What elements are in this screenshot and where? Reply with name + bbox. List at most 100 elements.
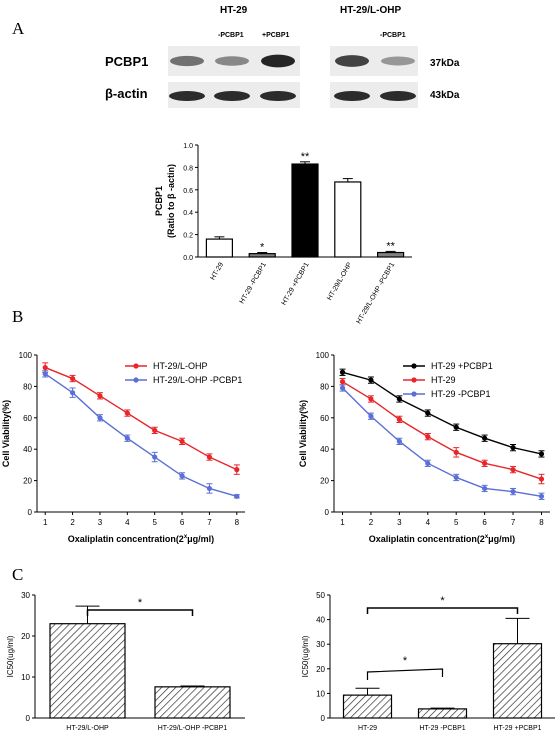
data-point-b xyxy=(482,435,488,441)
bar-c xyxy=(49,623,126,719)
x-axis-label-b: Oxaliplatin concentration(2xμg/ml) xyxy=(68,534,214,544)
data-point-b xyxy=(339,385,346,391)
blot-bands xyxy=(169,54,416,101)
pcbp1-band xyxy=(170,55,204,67)
actin-band xyxy=(260,91,296,101)
category-label-a: HT-29/L-OHP xyxy=(326,261,353,302)
data-point-b xyxy=(152,427,158,433)
viability-line-chart-right: 0 20 40 60 80 100 1 2 3 4 5 6 7 8 Cell Viability(%) Oxa… xyxy=(298,351,550,544)
data-point-b xyxy=(510,445,516,451)
data-point-b xyxy=(538,476,545,482)
blot-lane-minus-2: -PCBP1 xyxy=(380,32,406,39)
series-line-b xyxy=(342,387,542,497)
significance-mark-a: ** xyxy=(301,151,310,163)
data-point-b xyxy=(368,413,374,419)
ic50-bar-chart-left: 0 10 20 30 IC50(ug/ml) HT-29/L-OHP HT-29/L-OHP… xyxy=(6,591,245,732)
ic50-bar-chart-right: 0 10 20 30 40 50 IC50(ug/ml) HT-29 HT-29 -PCBP1 H… xyxy=(301,591,555,732)
category-label-a: HT-29 xyxy=(210,261,226,281)
blot-kda-43: 43kDa xyxy=(430,90,460,101)
blot-row-pcbp1-label: PCBP1 xyxy=(105,54,148,69)
actin-band xyxy=(169,91,205,101)
significance-bracket-c-inner xyxy=(366,668,444,680)
data-point-b xyxy=(396,396,402,402)
blot-lane-plus-1: +PCBP1 xyxy=(262,32,290,39)
bar-a xyxy=(334,181,362,258)
y-axis-label-c: IC50(ug/ml) xyxy=(6,635,15,677)
y-tick-label-b: 40 xyxy=(320,445,329,454)
legend-marker-b xyxy=(411,363,417,369)
category-label-c: HT-29 +PCBP1 xyxy=(493,725,541,732)
legend-marker-b xyxy=(411,377,417,383)
significance-mark-c-outer: * xyxy=(440,595,445,607)
x-axis-label-main: Oxaliplatin concentration(2 xyxy=(369,534,485,544)
x-axis-label-sup: x xyxy=(184,534,188,540)
y-tick-label-b: 100 xyxy=(316,351,330,360)
data-point-b xyxy=(339,369,346,375)
data-point-b xyxy=(425,434,431,440)
x-tick-label-b: 2 xyxy=(369,518,374,527)
data-point-b xyxy=(425,460,431,466)
data-point-b xyxy=(482,460,488,466)
actin-band xyxy=(380,91,416,101)
x-tick-label-b: 6 xyxy=(482,518,487,527)
y-tick-label-c: 20 xyxy=(316,665,325,674)
bar-a xyxy=(248,253,276,258)
x-axis-label-end: μg/ml) xyxy=(488,534,515,544)
y-tick-label-b: 100 xyxy=(19,351,33,360)
y-axis-label-a: PCBP1 xyxy=(154,186,164,216)
category-label-c: HT-29 xyxy=(358,725,377,732)
y-tick-label-b: 80 xyxy=(23,382,32,391)
y-tick-label-b: 0 xyxy=(325,508,330,517)
bar-c xyxy=(154,686,231,719)
data-point-b xyxy=(510,467,516,473)
blot-lane-minus-1: -PCBP1 xyxy=(218,32,244,39)
y-tick-label-a: 1.0 xyxy=(183,143,193,150)
pcbp1-band xyxy=(335,55,369,67)
x-axis-label-main: Oxaliplatin concentration(2 xyxy=(68,534,184,544)
y-tick-label-b: 80 xyxy=(320,382,329,391)
data-point-b xyxy=(538,493,545,499)
x-tick-label-b: 1 xyxy=(43,518,48,527)
pcbp1-ratio-bar-chart: 0.0 0.2 0.4 0.6 0.8 1.0 PCBP1 (Ratio to β -acti… xyxy=(154,143,412,325)
significance-mark-a: ** xyxy=(386,240,395,252)
data-point-b xyxy=(179,438,185,444)
y-axis-label-b: Cell Viability(%) xyxy=(1,400,11,467)
bar-c xyxy=(342,694,393,719)
y-tick-label-a: 0.2 xyxy=(183,233,193,240)
y-tick-label-c: 50 xyxy=(316,591,325,600)
data-point-b xyxy=(396,438,402,444)
data-point-b xyxy=(206,485,213,492)
legend-label-b: HT-29/L-OHP -PCBP1 xyxy=(153,375,242,385)
x-tick-label-b: 6 xyxy=(180,518,185,527)
bar-c xyxy=(492,643,543,719)
significance-mark-c-left: * xyxy=(138,597,143,609)
x-tick-label-b: 5 xyxy=(454,518,459,527)
x-axis-label-b: Oxaliplatin concentration(2xμg/ml) xyxy=(369,534,515,544)
y-axis-label-b: Cell Viability(%) xyxy=(298,400,308,467)
category-label-a: HT-29/L-OHP -PCBP1 xyxy=(356,261,397,325)
data-point-b xyxy=(234,467,240,473)
data-point-b xyxy=(69,375,76,382)
legend-label-b: HT-29 xyxy=(431,375,456,385)
y-tick-label-b: 20 xyxy=(23,477,32,486)
x-axis-label-sup: x xyxy=(485,534,489,540)
data-point-b xyxy=(396,416,402,422)
data-point-b xyxy=(453,449,459,455)
x-tick-label-b: 4 xyxy=(426,518,431,527)
significance-mark-a: * xyxy=(260,242,265,254)
data-point-b xyxy=(69,390,76,396)
western-blot: HT-29 HT-29/L-OHP -PCBP1 +PCBP1 -PCBP1 P… xyxy=(105,5,460,108)
x-tick-label-b: 8 xyxy=(235,518,240,527)
y-tick-label-c: 20 xyxy=(21,632,30,641)
significance-mark-c-inner: * xyxy=(403,655,408,667)
y-tick-label-c: 10 xyxy=(316,689,325,698)
legend-label-b: HT-29/L-OHP xyxy=(153,361,208,371)
legend-marker-b xyxy=(133,363,139,369)
significance-bracket-c-outer xyxy=(366,607,519,614)
bar-a xyxy=(377,251,405,258)
y-tick-label-b: 20 xyxy=(320,477,329,486)
x-tick-label-b: 4 xyxy=(125,518,130,527)
x-axis-label-end: μg/ml) xyxy=(187,534,214,544)
x-tick-label-b: 2 xyxy=(70,518,75,527)
